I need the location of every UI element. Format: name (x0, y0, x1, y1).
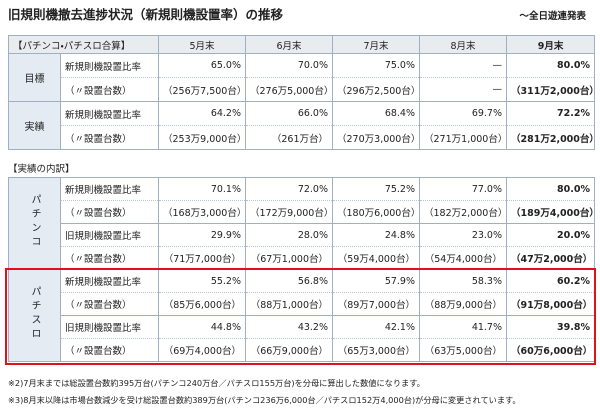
table-row: 実績 新規則機設置比率 64.2% 66.0% 68.4% 69.7% 72.2% (8, 101, 596, 150)
group-label: パチンコ (8, 177, 61, 270)
summary-table: 【パチンコ・パチスロ合算】 5月末 6月末 7月末 8月末 9月末 目標 新規則機設置比率 65… (7, 35, 596, 150)
cell-value: 80.0% (506, 53, 596, 78)
cell-value: （296万2,500台） (332, 77, 421, 102)
table-row: （〃設置台数） （253万9,000台） （261万台） （270万3,000台） （2… (9, 125, 596, 150)
cell-value: （54万4,000台） (419, 246, 507, 270)
cell-value: 72.0% (245, 177, 333, 201)
cell-value: （85万6,000台） (158, 292, 246, 316)
cell-value: （253万9,000台） (158, 125, 247, 150)
cell-value: 65.0% (158, 53, 247, 78)
table-row: パチンコ 新規則機設置比率 70.1% 72.0% 75.2% 77.0% 80.0% (8, 177, 595, 270)
note: ※3)8月末以降は市場台数減少を受け総設置台数約389万台(パチンコ236万6,… (8, 395, 521, 405)
cell-value: （311万2,000台） (506, 77, 596, 102)
cell-value: 75.2% (332, 177, 420, 201)
highlight-box (5, 268, 596, 365)
cell-value: （71万7,000台） (158, 246, 246, 270)
cell-value: 66.0% (245, 101, 334, 126)
table-row: 目標 新規則機設置比率 65.0% 70.0% 75.0% —80.0% (8, 53, 596, 102)
cell-value: （261万台） (245, 125, 334, 150)
cell-value: 20.0% (506, 223, 595, 247)
cell-value: （47万2,000台） (506, 246, 595, 270)
table-row: （〃設置台数） （85万6,000台） （88万1,000台） （89万7,000台）… (9, 292, 595, 316)
cell-value: （270万3,000台） (332, 125, 421, 150)
cell-value: （256万7,500台） (158, 77, 247, 102)
cell-value: （189万4,000台） (506, 200, 595, 224)
group-text: 実績 (24, 122, 45, 133)
row-label: 旧規則機設置比率 (60, 223, 159, 247)
row-label: （〃設置台数） (59, 77, 160, 102)
table-row: （〃設置台数） （256万7,500台） （276万5,000台） （296万2,50… (9, 77, 596, 102)
group-text: パチンコ (29, 194, 40, 250)
group-text: パチスロ (29, 286, 40, 342)
row-label: （〃設置台数） (60, 200, 159, 224)
table-row: 旧規則機設置比率 44.8% 43.2% 42.1% 41.7% 39.8% (9, 315, 595, 339)
cell-value: 70.0% (245, 53, 334, 78)
cell-value: （66万9,000台） (245, 338, 333, 362)
table-row: （〃設置台数） （168万3,000台） （172万9,000台） （180万6,00… (9, 200, 595, 224)
note: ※2)7月末までは総設置台数約395万台(パチンコ240万台／パチスロ155万台… (8, 378, 425, 388)
title: 旧規則機撤去進捗状況（新規則機設置率）の推移 (8, 7, 284, 22)
cell-value: （60万6,000台） (506, 338, 595, 362)
cell-value: 75.0% (332, 53, 421, 78)
cell-value: （88万1,000台） (245, 292, 333, 316)
cell-value: （168万3,000台） (158, 200, 246, 224)
cell-value: （59万4,000台） (332, 246, 420, 270)
source: ～全日遊連発表 (519, 11, 586, 22)
cell-value: （67万1,000台） (245, 246, 333, 270)
row-label: 新規則機設置比率 (59, 101, 160, 126)
cell-value: 29.9% (158, 223, 246, 247)
cell-value: 80.0% (506, 177, 595, 201)
row-label: （〃設置台数） (60, 246, 159, 270)
cell-value: （182万2,000台） (419, 200, 507, 224)
cell-value: （271万1,000台） (419, 125, 508, 150)
cell-value: 28.0% (245, 223, 333, 247)
cell-value: — (419, 53, 508, 78)
group-label: 目標 (8, 53, 61, 102)
row-label: 新規則機設置比率 (59, 53, 160, 78)
section-label: 【実績の内訳】 (8, 164, 75, 175)
cell-value: （180万6,000台） (332, 200, 420, 224)
row-label: （〃設置台数） (60, 292, 159, 316)
cell-value: 68.4% (332, 101, 421, 126)
header-label: 【パチンコ・パチスロ合算】 (7, 35, 160, 54)
cell-value: 64.2% (158, 101, 247, 126)
row-label: （〃設置台数） (60, 338, 159, 362)
cell-value: 77.0% (419, 177, 507, 201)
row-label: （〃設置台数） (59, 125, 160, 150)
cell-value: 72.2% (506, 101, 596, 126)
breakdown-table: パチンコ 新規則機設置比率 70.1% 72.0% 75.2% 77.0% 80.0% （〃設… (8, 177, 595, 362)
cell-value: — (419, 77, 508, 102)
header-row: 【パチンコ・パチスロ合算】 5月末 6月末 7月末 8月末 9月末 (7, 35, 596, 54)
group-text: 目標 (24, 74, 45, 85)
row-label: 新規則機設置比率 (60, 177, 159, 201)
cell-value: 69.7% (419, 101, 508, 126)
column-header: 9月末 (506, 35, 596, 54)
cell-value: 23.0% (419, 223, 507, 247)
cell-value: （69万4,000台） (158, 338, 246, 362)
cell-value: （281万2,000台） (506, 125, 596, 150)
column-header: 7月末 (332, 35, 421, 54)
column-header: 6月末 (245, 35, 334, 54)
cell-value: （172万9,000台） (245, 200, 333, 224)
cell-value: 70.1% (158, 177, 246, 201)
cell-value: （65万3,000台） (332, 338, 420, 362)
column-header: 8月末 (419, 35, 508, 54)
table-row: 旧規則機設置比率 29.9% 28.0% 24.8% 23.0% 20.0% (9, 223, 595, 247)
column-header: 5月末 (158, 35, 247, 54)
table-row: （〃設置台数） （69万4,000台） （66万9,000台） （65万3,000台）… (9, 338, 595, 362)
cell-value: 24.8% (332, 223, 420, 247)
cell-value: （276万5,000台） (245, 77, 334, 102)
group-label: 実績 (8, 101, 61, 150)
table-row: （〃設置台数） （71万7,000台） （67万1,000台） （59万4,000台）… (9, 246, 595, 270)
